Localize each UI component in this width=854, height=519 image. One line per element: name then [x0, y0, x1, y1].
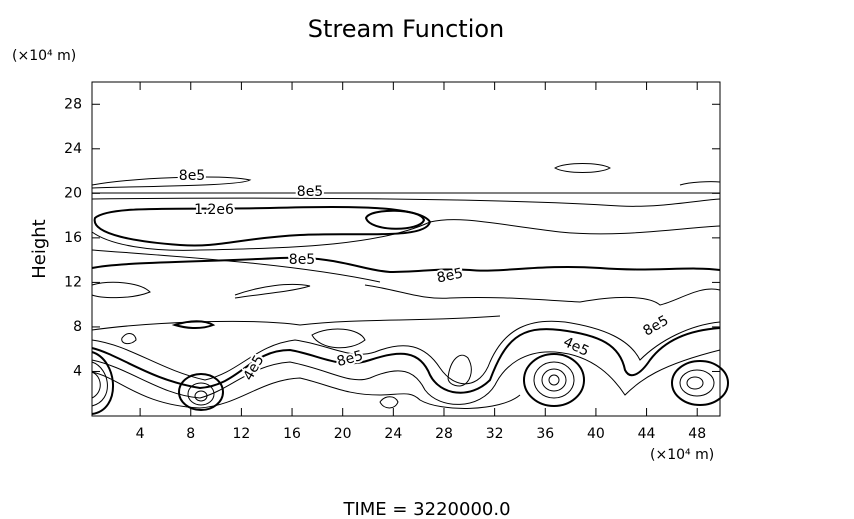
x-tick-label: 12 [232, 426, 250, 442]
contour-label: 8e5 [179, 168, 205, 184]
x-unit: (×10⁴ m) [650, 447, 714, 463]
x-tick-label: 36 [536, 426, 554, 442]
x-tick-label: 20 [334, 426, 352, 442]
y-axis-label: Height [29, 219, 50, 279]
x-tick-label: 32 [486, 426, 504, 442]
contours [91, 163, 730, 415]
x-tick-label: 8 [186, 426, 195, 442]
contour-label: 8e5 [641, 312, 672, 339]
contour-label: 8e5 [435, 265, 464, 286]
x-tick-label: 48 [688, 426, 706, 442]
x-tick-label: 40 [587, 426, 605, 442]
contour-labels: 8e5 8e5 1.2e6 8e5 8e5 8e5 8e5 4e5 4e5 [177, 166, 674, 385]
contour-label: 8e5 [289, 252, 315, 268]
y-unit: (×10⁴ m) [12, 48, 76, 64]
y-tick-label: 16 [64, 230, 82, 246]
chart-title: Stream Function [308, 15, 505, 43]
x-tick-label: 16 [283, 426, 301, 442]
y-tick-label: 24 [64, 141, 82, 157]
x-tick-label: 28 [435, 426, 453, 442]
contour-label: 1.2e6 [194, 202, 234, 218]
y-tick-label: 8 [73, 319, 82, 335]
y-tick-label: 12 [64, 274, 82, 290]
y-tick-label: 28 [64, 96, 82, 112]
x-tick-label: 24 [384, 426, 402, 442]
x-tick-label: 4 [136, 426, 145, 442]
contour-label: 8e5 [297, 184, 323, 200]
footer: TIME = 3220000.0 [342, 499, 510, 519]
y-tick-label: 4 [73, 363, 82, 379]
x-tick-label: 44 [638, 426, 656, 442]
y-tick-label: 20 [64, 185, 82, 201]
plot-frame [91, 81, 721, 417]
